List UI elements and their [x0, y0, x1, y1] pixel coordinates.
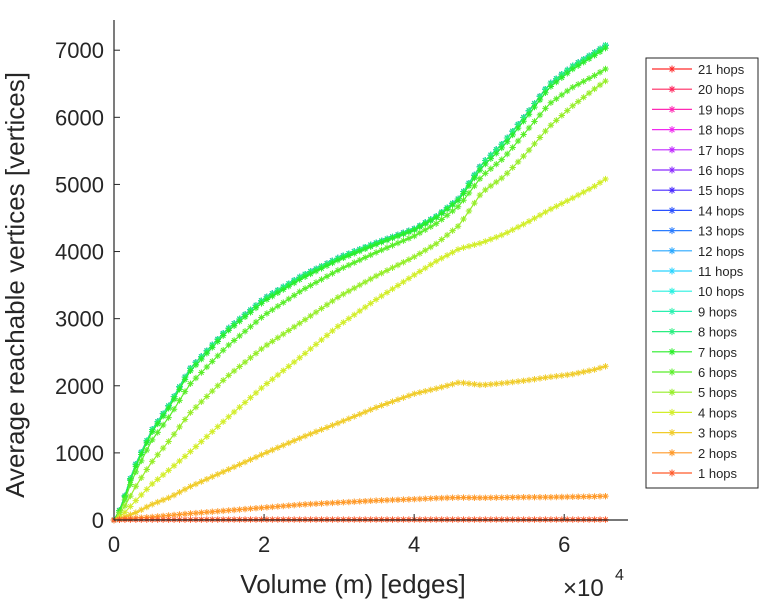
legend-item: 1 hops: [652, 466, 738, 481]
y-axis-label: Average reachable vertices [vertices]: [0, 72, 30, 498]
legend-item: 5 hops: [652, 385, 738, 400]
legend-label: 20 hops: [698, 82, 745, 97]
legend-item: 18 hops: [652, 123, 745, 138]
x-tick-label: 4: [408, 532, 420, 557]
legend-swatch-marker: [668, 206, 676, 214]
legend-swatch-marker: [668, 105, 676, 113]
legend-swatch-marker: [668, 65, 676, 73]
legend-label: 9 hops: [698, 304, 738, 319]
legend-swatch-marker: [668, 126, 676, 134]
legend-swatch-marker: [668, 408, 676, 416]
y-tick-label: 2000: [55, 374, 104, 399]
legend-item: 19 hops: [652, 102, 745, 117]
legend-label: 8 hops: [698, 325, 738, 340]
legend-item: 12 hops: [652, 244, 745, 259]
legend-swatch-marker: [668, 328, 676, 336]
legend-swatch-marker: [668, 186, 676, 194]
legend-swatch-marker: [668, 469, 676, 477]
x-tick-label: 0: [108, 532, 120, 557]
legend-label: 5 hops: [698, 385, 738, 400]
legend-label: 14 hops: [698, 203, 745, 218]
legend-item: 3 hops: [652, 426, 738, 441]
legend-item: 2 hops: [652, 446, 738, 461]
legend-label: 7 hops: [698, 345, 738, 360]
y-tick-label: 5000: [55, 172, 104, 197]
x-tick-label: 6: [558, 532, 570, 557]
legend-item: 7 hops: [652, 345, 738, 360]
legend-label: 13 hops: [698, 224, 745, 239]
legend-label: 1 hops: [698, 466, 738, 481]
legend-item: 15 hops: [652, 183, 745, 198]
x-multiplier-label: ×10: [563, 575, 604, 600]
legend-swatch-marker: [668, 267, 676, 275]
x-multiplier: ×10 4: [563, 567, 624, 600]
legend-label: 12 hops: [698, 244, 745, 259]
legend-item: 10 hops: [652, 284, 745, 299]
legend-swatch-marker: [668, 449, 676, 457]
legend-item: 13 hops: [652, 224, 745, 239]
legend-item: 9 hops: [652, 304, 738, 319]
x-tick-label: 2: [258, 532, 270, 557]
legend-swatch-marker: [668, 85, 676, 93]
legend-swatch-marker: [668, 146, 676, 154]
legend-label: 18 hops: [698, 123, 745, 138]
legend-item: 8 hops: [652, 325, 738, 340]
y-tick-label: 6000: [55, 105, 104, 130]
legend-item: 21 hops: [652, 62, 745, 77]
legend-label: 2 hops: [698, 446, 738, 461]
legend-swatch-marker: [668, 287, 676, 295]
legend-item: 16 hops: [652, 163, 745, 178]
legend-label: 4 hops: [698, 405, 738, 420]
legend-label: 16 hops: [698, 163, 745, 178]
legend-swatch-marker: [668, 166, 676, 174]
legend-item: 17 hops: [652, 143, 745, 158]
legend-swatch-marker: [668, 368, 676, 376]
ticks-layer: 0 2 4 6 0 1000 2000 3000 4000 5000 6000 7000: [55, 38, 570, 557]
legend-swatch-marker: [668, 429, 676, 437]
legend-item: 20 hops: [652, 82, 745, 97]
y-tick-label: 0: [92, 508, 104, 533]
series-2-hops: [110, 492, 609, 524]
legend-label: 3 hops: [698, 426, 738, 441]
legend-label: 21 hops: [698, 62, 745, 77]
legend-label: 19 hops: [698, 102, 745, 117]
x-axis-label: Volume (m) [edges]: [240, 569, 465, 599]
legend-swatch-marker: [668, 348, 676, 356]
legend-item: 6 hops: [652, 365, 738, 380]
y-tick-label: 3000: [55, 307, 104, 332]
legend-label: 10 hops: [698, 284, 745, 299]
legend-swatch-marker: [668, 307, 676, 315]
legend-swatch-marker: [668, 388, 676, 396]
x-multiplier-exponent: 4: [615, 567, 624, 584]
legend-swatch-marker: [668, 227, 676, 235]
legend-item: 4 hops: [652, 405, 738, 420]
y-tick-label: 4000: [55, 240, 104, 265]
legend-label: 17 hops: [698, 143, 745, 158]
legend-label: 11 hops: [698, 264, 744, 279]
legend-items: 21 hops 20 hops 19 hops 18 hops 17 hops 16 ho…: [652, 62, 745, 481]
legend-item: 14 hops: [652, 203, 745, 218]
y-tick-label: 1000: [55, 441, 104, 466]
legend: 21 hops 20 hops 19 hops 18 hops 17 hops 16 ho…: [645, 57, 759, 489]
legend-label: 6 hops: [698, 365, 738, 380]
axes-layer: [113, 20, 628, 521]
legend-label: 15 hops: [698, 183, 745, 198]
legend-item: 11 hops: [652, 264, 744, 279]
y-tick-label: 7000: [55, 38, 104, 63]
series-3-hops: [110, 363, 609, 524]
legend-swatch-marker: [668, 247, 676, 255]
